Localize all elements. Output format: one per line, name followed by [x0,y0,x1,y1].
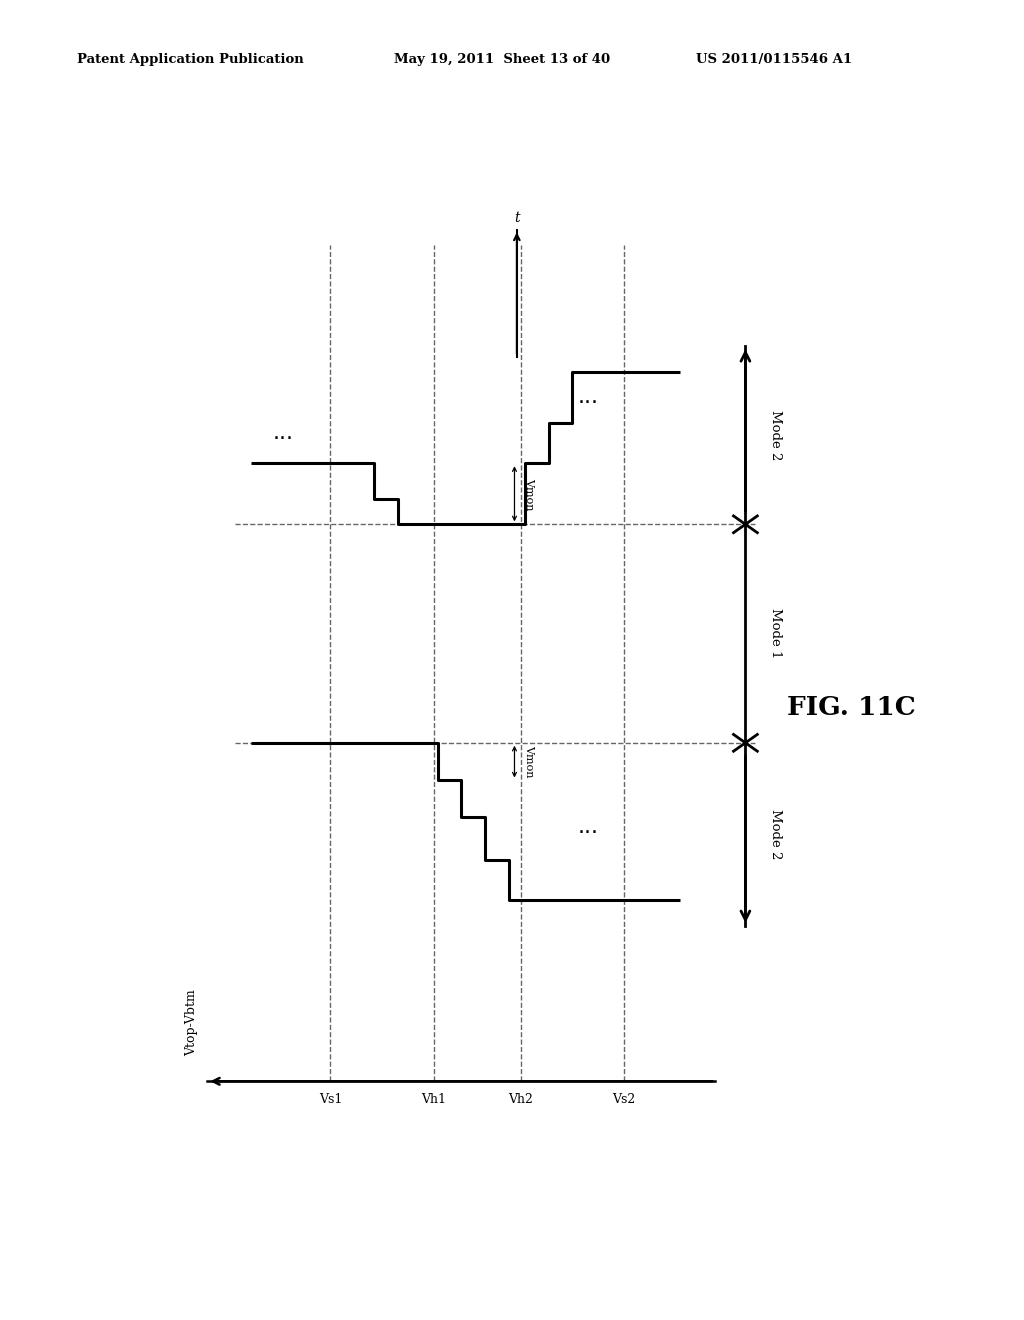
Text: Vh2: Vh2 [508,1093,534,1106]
Text: FIG. 11C: FIG. 11C [786,694,915,719]
Text: t: t [514,211,519,226]
Text: Mode 1: Mode 1 [769,609,782,659]
Text: ...: ... [578,387,599,408]
Text: Vmon: Vmon [524,478,534,510]
Text: Vs1: Vs1 [318,1093,342,1106]
Text: ...: ... [272,422,293,442]
Text: Vtop-Vbtm: Vtop-Vbtm [185,989,198,1056]
Text: Vs2: Vs2 [612,1093,636,1106]
Text: Vmon: Vmon [524,746,534,777]
Text: Patent Application Publication: Patent Application Publication [77,53,303,66]
Text: ...: ... [578,817,599,837]
Text: Mode 2: Mode 2 [769,411,782,461]
Text: May 19, 2011  Sheet 13 of 40: May 19, 2011 Sheet 13 of 40 [394,53,610,66]
Text: Vh1: Vh1 [421,1093,446,1106]
Text: US 2011/0115546 A1: US 2011/0115546 A1 [696,53,852,66]
Text: Mode 2: Mode 2 [769,809,782,859]
